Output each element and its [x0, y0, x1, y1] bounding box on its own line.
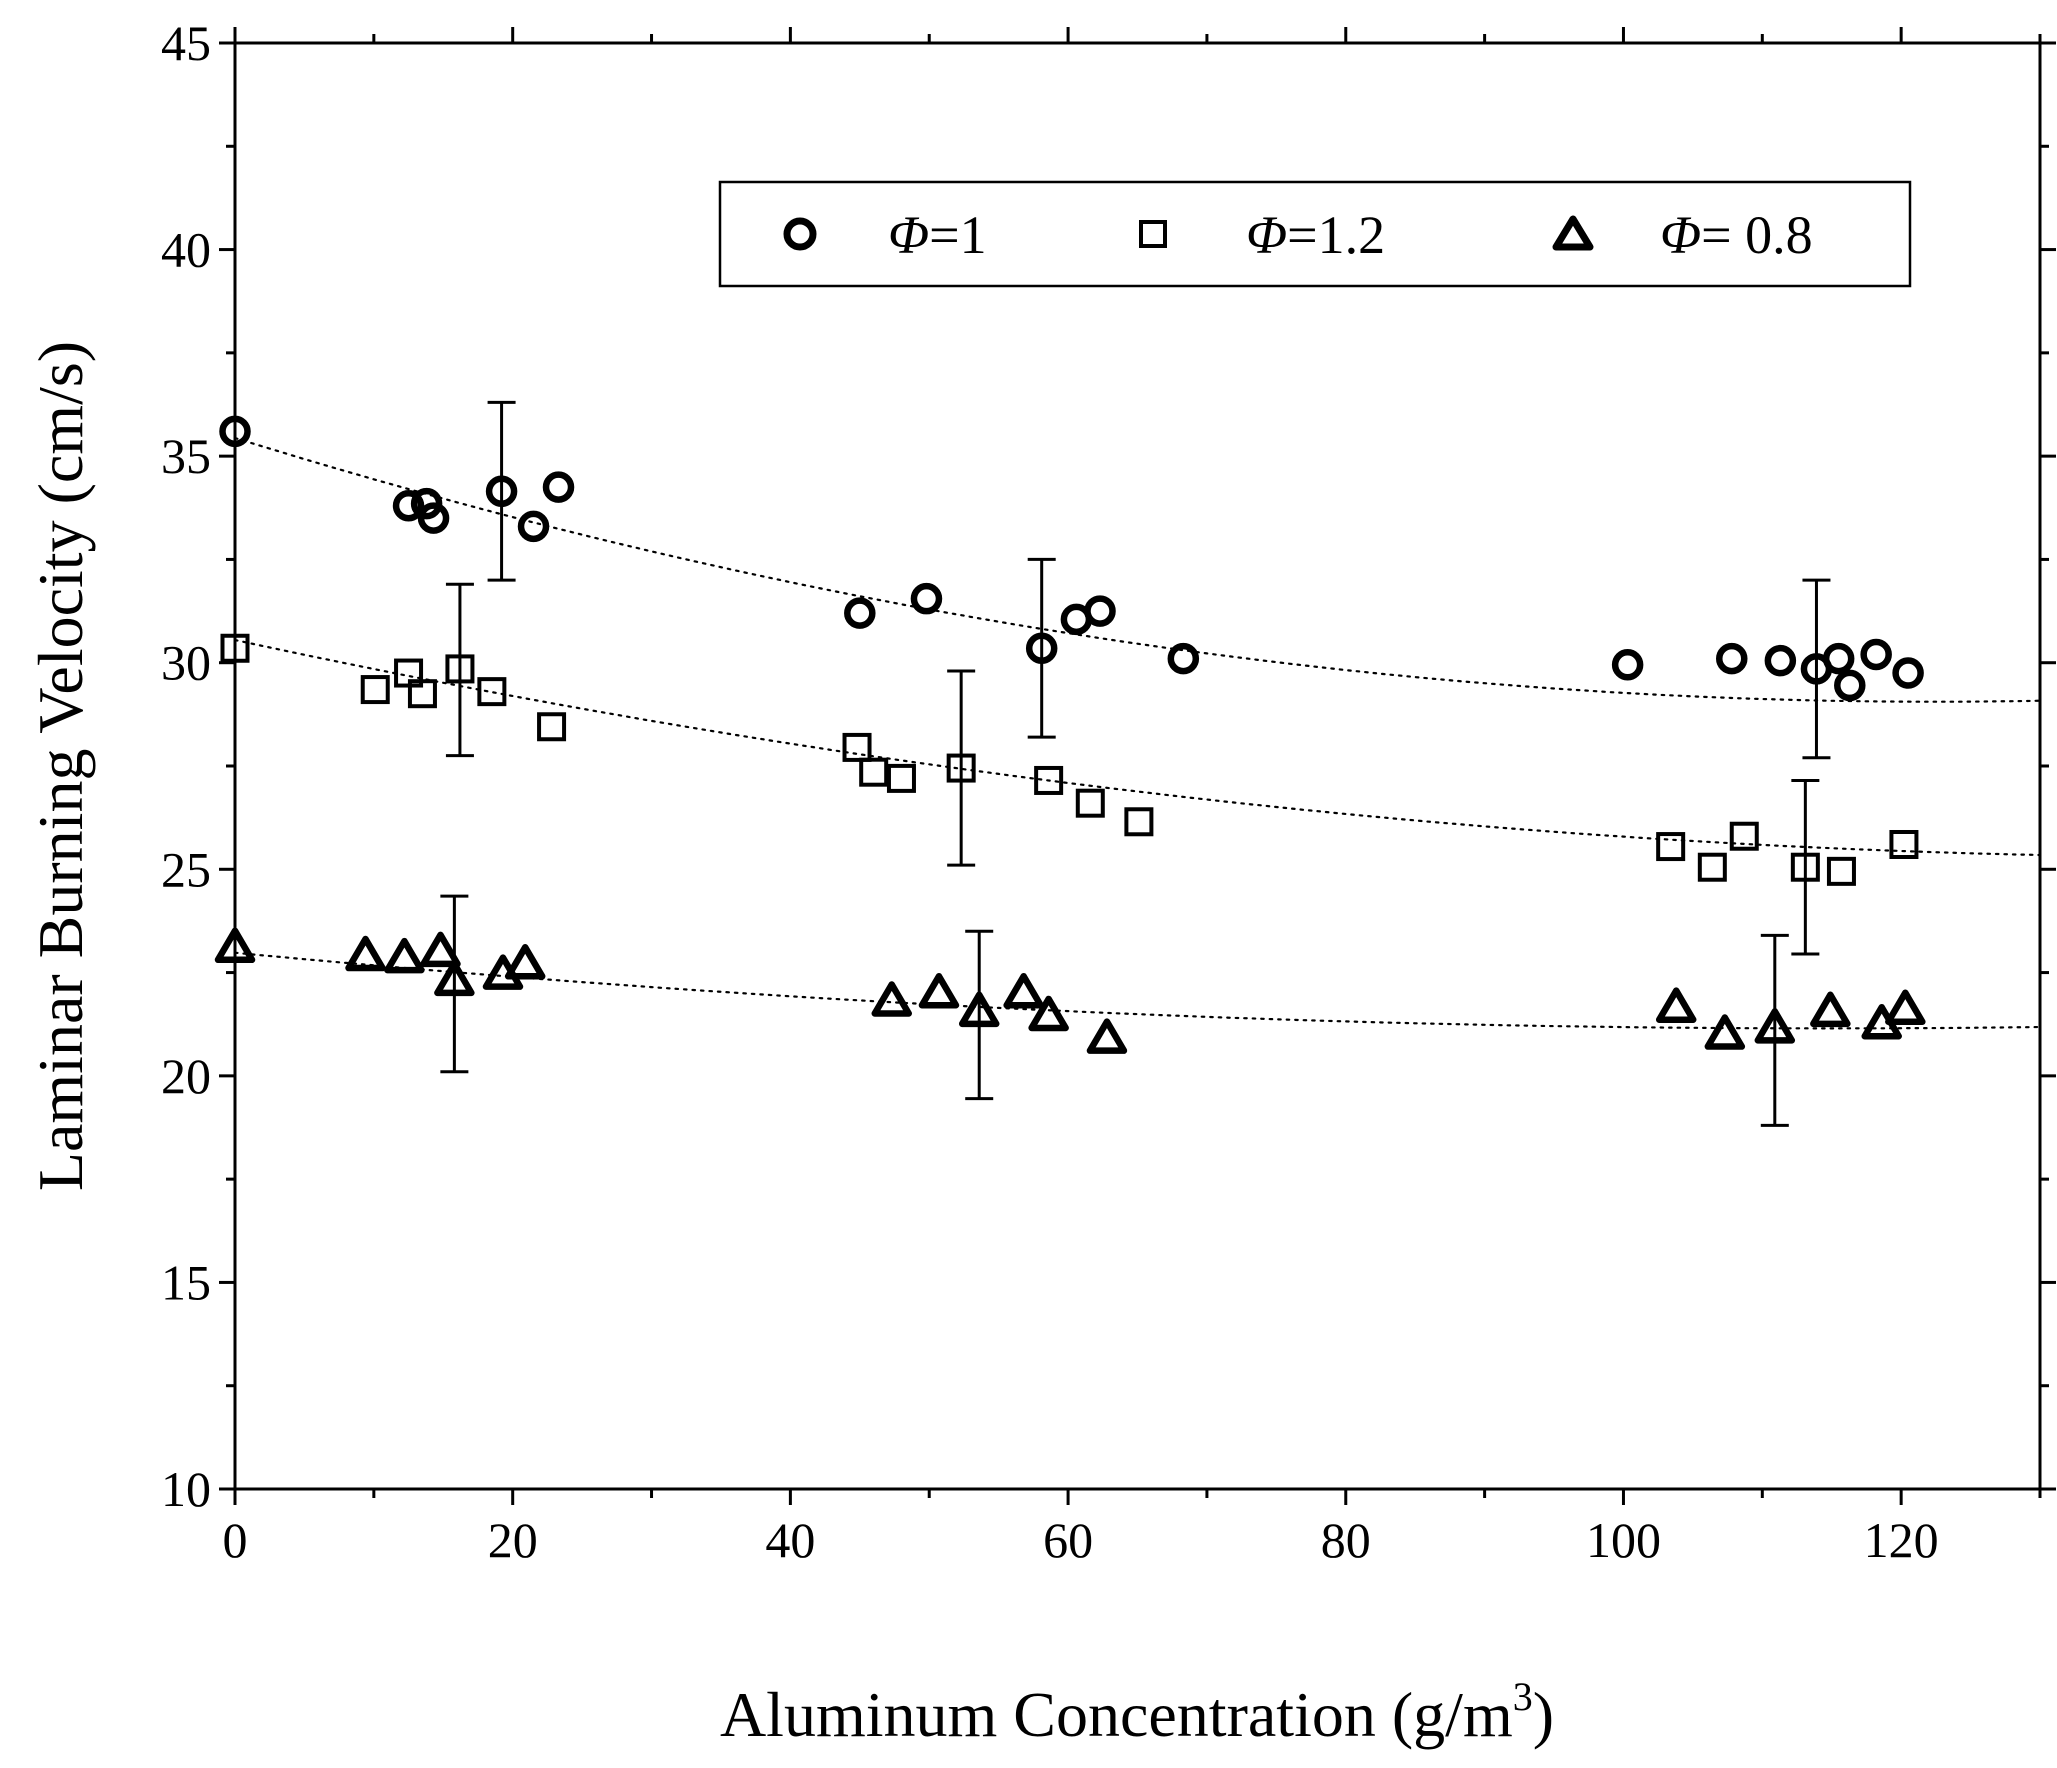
data-point-circle	[1167, 642, 1200, 675]
data-point-circle	[1084, 595, 1116, 627]
data-point-triangle	[1086, 1018, 1128, 1054]
legend-marker-triangle	[1552, 215, 1594, 251]
x-axis-title-sup: 3	[1513, 1674, 1533, 1719]
legend-label-phi-1-2: Φ=1.2	[1246, 205, 1385, 265]
y-tick-label: 15	[161, 1254, 211, 1310]
data-point-square	[946, 753, 976, 783]
data-point-circle	[844, 597, 876, 629]
x-tick-label: 40	[765, 1512, 815, 1568]
y-tick-label: 10	[161, 1461, 211, 1517]
data-point-square	[360, 675, 390, 705]
data-point-square	[1124, 807, 1154, 837]
data-point-square	[1697, 852, 1727, 882]
x-tick-label: 120	[1864, 1512, 1939, 1568]
data-point-circle	[517, 510, 550, 543]
data-point-square	[1790, 852, 1820, 882]
legend-marker-square	[1139, 220, 1167, 248]
data-point-circle	[392, 489, 425, 522]
data-point-triangle	[1028, 995, 1069, 1032]
legend-phi-symbol: Φ	[1660, 205, 1701, 265]
data-point-circle	[542, 471, 575, 503]
x-tick-label: 100	[1586, 1512, 1661, 1568]
error-bars	[440, 400, 1831, 1127]
x-axis-title: Aluminum Concentration (g/m3)	[720, 1674, 1554, 1750]
data-point-circle	[1822, 642, 1855, 675]
data-point-circle	[1834, 669, 1866, 702]
legend-phi-symbol: Φ	[888, 205, 929, 265]
data-point-circle	[1716, 642, 1748, 675]
tick-labels: 0 20 40 60 80 100 120 10 15 20 25 30 35 40 45	[161, 15, 1939, 1568]
x-tick-label: 60	[1043, 1512, 1093, 1568]
data-point-square	[1889, 829, 1919, 859]
data-point-square	[1729, 821, 1759, 851]
data-point-square	[886, 763, 916, 793]
data-point-square	[537, 712, 567, 742]
data-point-square	[1656, 832, 1686, 862]
data-point-triangle	[958, 991, 1000, 1028]
plot-frame	[233, 41, 2042, 1491]
legend-phi-1-2-value: =1.2	[1287, 205, 1385, 265]
data-point-square	[859, 757, 889, 787]
data-point-triangle	[1704, 1014, 1746, 1050]
data-point-circle	[1025, 632, 1058, 665]
data-point-triangle	[420, 931, 461, 968]
x-tick-label: 0	[223, 1512, 248, 1568]
y-tick-label: 25	[161, 841, 211, 897]
data-point-circle	[1860, 638, 1892, 671]
data-point-triangle	[345, 935, 386, 972]
legend-phi-1-value: =1	[929, 205, 986, 265]
x-axis-title-end: )	[1533, 1679, 1554, 1750]
legend-label-phi-0-8: Φ= 0.8	[1660, 205, 1813, 265]
legend-phi-0-8-value: = 0.8	[1701, 205, 1812, 265]
data-point-square	[445, 654, 475, 684]
legend-box	[718, 180, 1912, 288]
data-point-circle	[1611, 649, 1644, 681]
x-tick-label: 20	[488, 1512, 538, 1568]
legend-marker-circle	[783, 217, 817, 251]
data-point-square	[1034, 765, 1064, 795]
data-point-square	[477, 677, 507, 707]
data-point-circle	[1764, 644, 1797, 677]
data-point-triangle	[434, 960, 475, 997]
fit-curve-series-0	[233, 436, 2042, 703]
data-point-circle	[417, 502, 450, 534]
data-point-circle	[485, 475, 518, 508]
data-point-triangle	[918, 972, 960, 1009]
data-point-circle	[1892, 657, 1924, 689]
fit-curve-series-2	[233, 951, 2042, 1030]
fit-curves	[233, 436, 2042, 1030]
data-point-triangle	[871, 981, 912, 1017]
x-axis-title-main: Aluminum Concentration (g/m	[720, 1679, 1513, 1750]
legend-label-phi-1: Φ=1	[888, 205, 987, 265]
data-points	[214, 415, 1926, 1054]
data-point-triangle	[384, 937, 425, 974]
data-point-square	[1826, 856, 1856, 886]
data-point-square	[842, 732, 872, 762]
y-axis-title: Laminar Burning Velocity (cm/s)	[25, 341, 96, 1191]
data-point-square	[407, 679, 437, 709]
data-point-triangle	[1003, 972, 1044, 1009]
legend-phi-symbol: Φ	[1246, 205, 1287, 265]
y-tick-label: 20	[161, 1048, 211, 1104]
y-tick-label: 30	[161, 635, 211, 691]
data-point-triangle	[1754, 1008, 1796, 1044]
y-tick-label: 40	[161, 222, 211, 278]
legend: Φ=1 Φ=1.2 Φ= 0.8	[718, 180, 1912, 288]
x-tick-label: 80	[1321, 1512, 1371, 1568]
fit-curve-series-1	[233, 638, 2042, 857]
data-point-circle	[910, 582, 943, 615]
y-tick-label: 45	[161, 15, 211, 71]
y-tick-label: 35	[161, 428, 211, 484]
data-point-triangle	[1885, 989, 1926, 1026]
data-point-triangle	[504, 944, 546, 980]
data-point-square	[1075, 788, 1105, 818]
data-point-triangle	[1810, 991, 1851, 1028]
data-point-triangle	[1655, 987, 1697, 1023]
